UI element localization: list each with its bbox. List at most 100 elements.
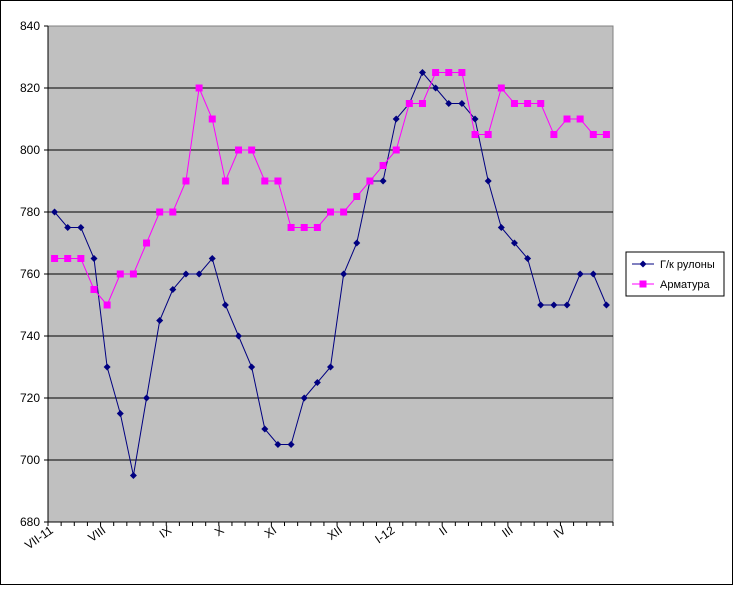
- y-tick-label: 800: [20, 143, 40, 157]
- data-point-2: [327, 208, 334, 216]
- data-point-2: [458, 69, 466, 76]
- data-point-1: [208, 255, 216, 262]
- data-point-2: [143, 239, 151, 247]
- data-point-1: [458, 100, 466, 107]
- data-point-1: [576, 270, 584, 278]
- data-point-1: [563, 301, 571, 309]
- data-point-2: [248, 146, 256, 154]
- data-point-1: [353, 239, 361, 247]
- data-point-2: [589, 131, 597, 138]
- data-point-2: [103, 301, 111, 309]
- data-point-2: [353, 193, 361, 200]
- data-point-2: [51, 255, 59, 262]
- data-point-2: [366, 177, 374, 185]
- data-point-1: [169, 286, 177, 293]
- data-point-2: [392, 146, 400, 154]
- data-point-1: [313, 379, 321, 386]
- legend-box: [625, 251, 725, 297]
- data-point-1: [537, 301, 545, 309]
- y-tick-label: 780: [20, 205, 40, 219]
- y-tick-label: 840: [20, 19, 40, 33]
- data-point-1: [418, 69, 426, 76]
- data-point-2: [510, 100, 518, 107]
- data-point-2: [563, 115, 571, 123]
- data-point-1: [484, 177, 492, 185]
- y-tick-label: 720: [20, 391, 40, 405]
- data-point-1: [90, 255, 98, 262]
- data-point-2: [484, 131, 492, 138]
- x-tick-label: XII: [325, 523, 345, 543]
- data-point-2: [129, 270, 137, 278]
- data-point-1: [432, 84, 440, 92]
- data-point-2: [116, 270, 124, 278]
- legend: Г/к рулоны Арматура: [625, 251, 725, 297]
- data-point-2: [221, 177, 229, 185]
- data-point-2: [261, 177, 269, 185]
- data-point-2: [471, 131, 479, 138]
- data-point-2: [550, 131, 558, 138]
- data-point-2: [340, 208, 348, 216]
- data-point-1: [340, 270, 348, 278]
- data-point-1: [182, 270, 190, 278]
- data-point-1: [287, 441, 295, 448]
- data-point-2: [497, 84, 505, 92]
- y-tick-label: 760: [20, 267, 40, 281]
- legend-marker-1: [639, 260, 647, 268]
- data-point-2: [77, 255, 85, 262]
- data-point-1: [589, 270, 597, 278]
- data-point-2: [537, 100, 545, 107]
- data-point-1: [392, 115, 400, 123]
- data-point-2: [195, 84, 203, 92]
- y-tick-label: 740: [20, 329, 40, 343]
- data-point-1: [510, 239, 518, 247]
- data-point-1: [261, 425, 269, 433]
- data-point-1: [64, 224, 72, 231]
- data-point-2: [182, 177, 190, 185]
- data-point-1: [524, 255, 532, 262]
- data-point-1: [248, 363, 256, 371]
- data-point-2: [379, 162, 387, 169]
- data-point-2: [169, 208, 177, 216]
- data-point-2: [432, 69, 440, 76]
- data-point-1: [51, 208, 59, 216]
- y-tick-label: 700: [20, 453, 40, 467]
- data-point-2: [602, 131, 610, 138]
- data-point-1: [103, 363, 111, 371]
- data-point-2: [418, 100, 426, 107]
- data-point-1: [235, 332, 243, 340]
- data-point-1: [497, 224, 505, 231]
- data-point-1: [550, 301, 558, 309]
- data-point-2: [235, 146, 243, 154]
- data-point-1: [77, 224, 85, 231]
- data-point-2: [64, 255, 72, 262]
- y-tick-label: 680: [20, 515, 40, 529]
- data-point-2: [576, 115, 584, 123]
- y-tick-label: 820: [20, 81, 40, 95]
- data-point-1: [274, 441, 282, 448]
- data-point-2: [445, 69, 453, 76]
- data-point-1: [471, 115, 479, 123]
- data-point-2: [313, 224, 321, 231]
- data-point-1: [221, 301, 229, 309]
- data-point-2: [524, 100, 532, 107]
- data-point-2: [208, 115, 216, 123]
- legend-label-1: Г/к рулоны: [660, 259, 715, 271]
- data-point-1: [445, 100, 453, 107]
- data-point-1: [156, 317, 164, 324]
- data-point-1: [327, 363, 334, 371]
- data-point-2: [287, 224, 295, 231]
- data-point-1: [143, 394, 151, 402]
- data-point-1: [300, 394, 308, 402]
- legend-marker-2: [639, 280, 647, 288]
- data-point-1: [602, 301, 610, 309]
- data-point-2: [274, 177, 282, 185]
- data-point-1: [195, 270, 203, 278]
- data-point-1: [116, 410, 124, 417]
- data-point-2: [300, 224, 308, 231]
- data-point-1: [379, 177, 387, 185]
- data-point-2: [156, 208, 164, 216]
- data-point-1: [129, 472, 137, 479]
